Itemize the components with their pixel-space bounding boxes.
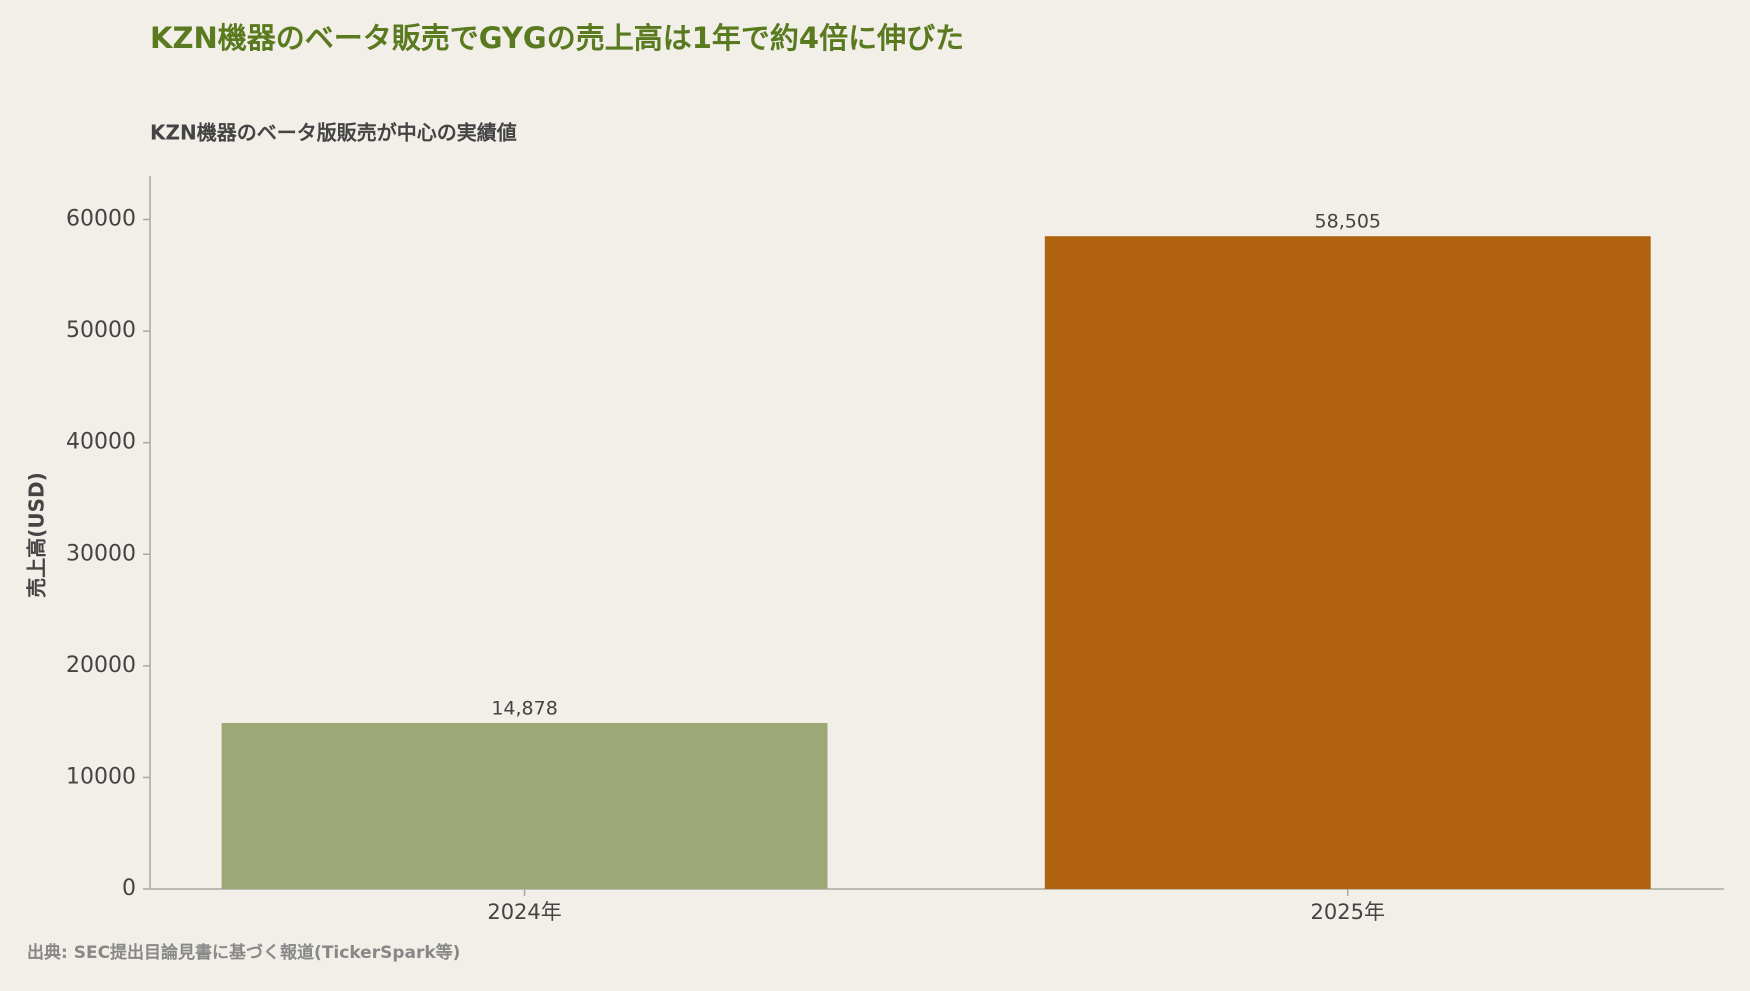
bar <box>1044 236 1651 889</box>
chart-subtitle: KZN機器のベータ版販売が中心の実績値 <box>150 121 517 145</box>
y-axis-label: 売上高(USD) <box>25 472 49 598</box>
y-tick-label: 60000 <box>66 207 136 232</box>
y-tick-label: 0 <box>122 876 136 901</box>
value-label: 58,505 <box>1315 211 1381 233</box>
bar <box>221 722 828 889</box>
y-tick-label: 30000 <box>66 541 136 566</box>
y-tick-label: 50000 <box>66 318 136 343</box>
source-note: 出典: SEC提出目論見書に基づく報道(TickerSpark等) <box>27 942 460 963</box>
x-tick-label: 2024年 <box>487 900 561 924</box>
y-tick-label: 10000 <box>66 764 136 789</box>
chart-title: KZN機器のベータ販売でGYGの売上高は1年で約4倍に伸びた <box>150 21 964 55</box>
value-label: 14,878 <box>491 697 557 719</box>
x-tick-label: 2025年 <box>1311 900 1385 924</box>
y-tick-label: 20000 <box>66 653 136 678</box>
y-tick-label: 40000 <box>66 430 136 455</box>
